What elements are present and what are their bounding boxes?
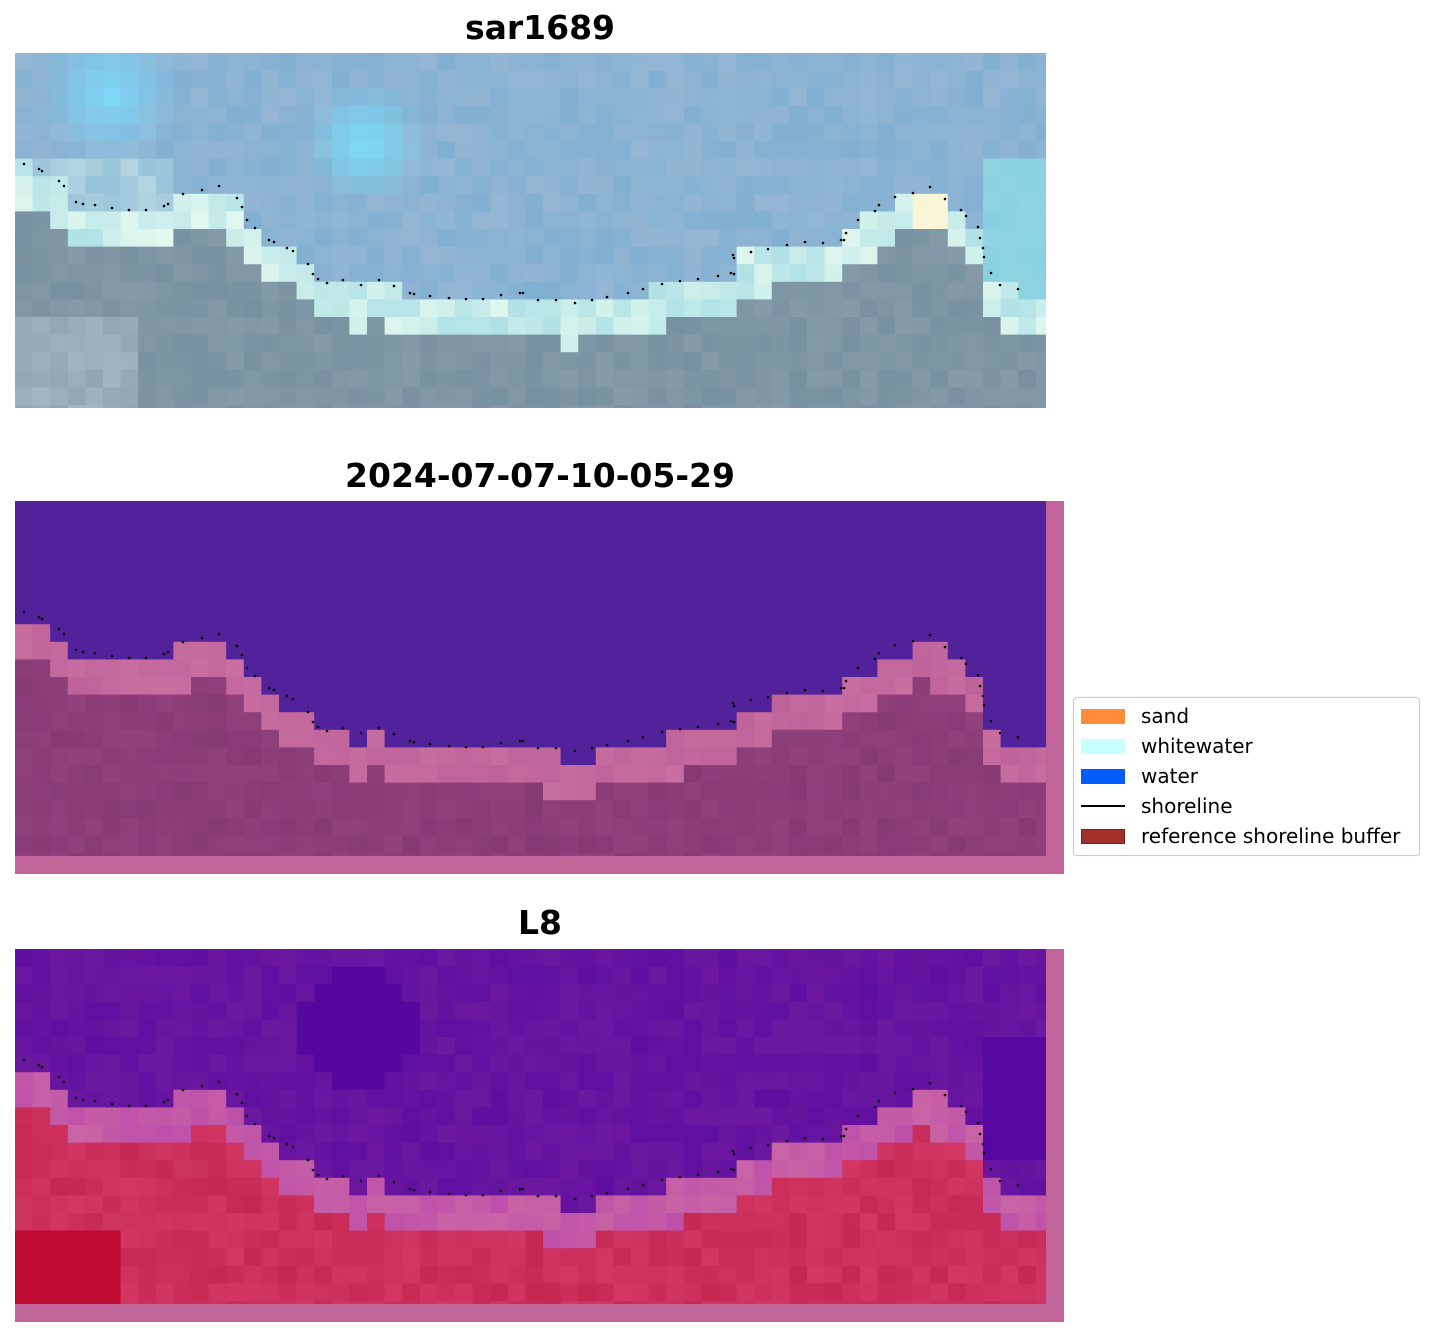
legend-item-whitewater: whitewater xyxy=(1081,731,1253,761)
classified-image xyxy=(15,501,1064,874)
legend-item-shoreline: shoreline xyxy=(1081,791,1233,821)
classified-pixels xyxy=(15,501,1054,872)
shoreline-dots xyxy=(22,1058,1020,1201)
water-swatch-icon xyxy=(1081,768,1125,784)
mndwi-pixels xyxy=(15,949,1054,1320)
padding-bottom xyxy=(15,856,1064,874)
legend-label-whitewater: whitewater xyxy=(1141,734,1253,758)
rgb-pixels xyxy=(15,53,1046,408)
rgb-image xyxy=(15,53,1046,408)
padding-right xyxy=(1046,949,1064,1322)
shoreline-line-icon xyxy=(1081,805,1125,807)
padding-right xyxy=(1046,501,1064,874)
mndwi-image-panel xyxy=(15,949,1064,1322)
panel-title-classified: 2024-07-07-10-05-29 xyxy=(345,456,735,495)
legend: sand whitewater water shoreline referenc… xyxy=(1073,697,1420,856)
legend-item-sand: sand xyxy=(1081,701,1189,731)
sand-swatch-icon xyxy=(1081,708,1125,724)
panel-title-mndwi: L8 xyxy=(518,903,562,942)
panel-title-rgb: sar1689 xyxy=(464,8,616,47)
shoreline-dots xyxy=(22,610,1020,753)
classified-image-panel xyxy=(15,501,1064,874)
legend-label-water: water xyxy=(1141,764,1198,788)
legend-label-sand: sand xyxy=(1141,704,1190,728)
legend-label-buffer: reference shoreline buffer xyxy=(1141,824,1401,848)
mndwi-image xyxy=(15,949,1064,1322)
legend-label-shoreline: shoreline xyxy=(1141,794,1233,818)
whitewater-swatch-icon xyxy=(1081,738,1125,754)
shoreline-dots xyxy=(22,162,1020,305)
rgb-image-panel xyxy=(15,53,1046,408)
legend-item-water: water xyxy=(1081,761,1198,791)
buffer-swatch-icon xyxy=(1081,828,1125,844)
padding-bottom xyxy=(15,1304,1064,1322)
legend-item-buffer: reference shoreline buffer xyxy=(1081,821,1400,851)
